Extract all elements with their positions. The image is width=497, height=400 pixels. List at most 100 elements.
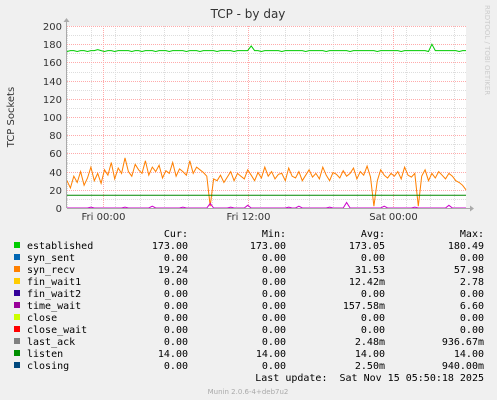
legend-swatch-syn_sent [14,254,20,260]
chart-title: TCP - by day [210,7,286,21]
legend-swatch-closing [14,362,20,368]
legend-value: 19.24 [158,265,188,276]
legend-value: 0.00 [164,361,188,372]
legend-value: 2.50m [355,361,385,372]
legend-swatch-syn_recv [14,266,20,272]
legend-swatch-established [14,242,20,248]
x-tick-label: Sat 00:00 [369,212,417,223]
legend-label: time_wait [27,301,81,312]
legend-value: 2.48m [355,337,385,348]
axes [63,18,474,212]
legend-value: 173.00 [152,241,188,252]
legend-value: 157.58m [343,301,385,312]
legend: Cur: Min: Avg: Max: established 173.00 173.00 1… [14,229,484,372]
legend-label: syn_recv [27,265,75,276]
legend-label: fin_wait2 [27,289,81,300]
legend-value: 0.00 [262,253,286,264]
legend-swatch-last_ack [14,338,20,344]
y-ticks: 0 20 40 60 80 100 120 140 160 180 200 [43,22,62,215]
legend-value: 0.00 [460,253,484,264]
x-tick-label: Fri 12:00 [227,212,271,223]
legend-value: 0.00 [262,289,286,300]
legend-value: 0.00 [164,277,188,288]
legend-header: Cur: [164,229,188,240]
last-update: Last update: Sat Nov 15 05:50:18 2025 [255,373,484,384]
legend-value: 0.00 [262,337,286,348]
legend-value: 0.00 [361,325,385,336]
legend-value: 0.00 [361,253,385,264]
legend-value: 14.00 [158,349,188,360]
legend-swatch-fin_wait2 [14,290,20,296]
legend-swatch-fin_wait1 [14,278,20,284]
legend-value: 0.00 [164,325,188,336]
legend-value: 0.00 [164,289,188,300]
y-tick-label: 100 [43,113,62,124]
y-tick-label: 160 [43,58,62,69]
legend-value: 173.05 [349,241,385,252]
legend-value: 0.00 [164,313,188,324]
legend-value: 57.98 [454,265,484,276]
legend-label: listen [27,349,63,360]
legend-value: 0.00 [262,313,286,324]
legend-value: 0.00 [262,277,286,288]
legend-header: Min: [262,229,286,240]
y-tick-label: 200 [43,22,62,33]
legend-value: 0.00 [164,337,188,348]
legend-value: 0.00 [164,301,188,312]
legend-value: 2.78 [460,277,484,288]
x-tick-label: Fri 00:00 [82,212,126,223]
legend-value: 936.67m [442,337,484,348]
legend-header: Max: [460,229,484,240]
legend-label: established [27,241,93,252]
legend-value: 0.00 [361,313,385,324]
legend-label: fin_wait1 [27,277,81,288]
legend-label: closing [27,361,69,372]
x-ticks: Fri 00:00 Fri 12:00 Sat 00:00 [82,212,418,223]
legend-header: Avg: [361,229,385,240]
y-tick-label: 20 [49,186,62,197]
legend-value: 940.00m [442,361,484,372]
major-grid [67,26,466,209]
legend-swatch-time_wait [14,302,20,308]
legend-swatch-close [14,314,20,320]
legend-value: 0.00 [262,265,286,276]
legend-value: 0.00 [460,313,484,324]
y-tick-label: 80 [49,131,62,142]
legend-label: syn_sent [27,253,75,264]
munin-version: Munin 2.0.6-4+deb7u2 [208,388,289,396]
legend-value: 14.00 [256,349,286,360]
legend-value: 180.49 [448,241,484,252]
legend-swatch-listen [14,350,20,356]
legend-value: 0.00 [460,325,484,336]
legend-label: close_wait [27,325,87,336]
y-tick-label: 120 [43,95,62,106]
legend-value: 0.00 [262,325,286,336]
legend-value: 12.42m [349,277,385,288]
legend-value: 0.00 [262,301,286,312]
y-tick-label: 0 [56,204,62,215]
y-tick-label: 40 [49,168,62,179]
legend-swatch-close_wait [14,326,20,332]
y-tick-label: 180 [43,40,62,51]
y-tick-label: 60 [49,149,62,160]
y-axis-label: TCP Sockets [6,87,17,148]
legend-label: close [27,313,57,324]
legend-value: 31.53 [355,265,385,276]
series-line-established [66,43,466,53]
x-axis-arrow [470,205,474,212]
legend-value: 14.00 [454,349,484,360]
legend-value: 14.00 [355,349,385,360]
y-axis-arrow [63,18,70,22]
y-tick-label: 140 [43,77,62,88]
legend-value: 0.00 [361,289,385,300]
legend-value: 0.00 [460,289,484,300]
series-line-syn_recv [66,157,467,207]
legend-value: 0.00 [164,253,188,264]
legend-label: last_ack [27,337,75,348]
legend-value: 173.00 [250,241,286,252]
legend-value: 6.60 [460,301,484,312]
legend-value: 0.00 [262,361,286,372]
rrdtool-label: RRDTOOL / TOBI OETIKER [483,5,491,95]
